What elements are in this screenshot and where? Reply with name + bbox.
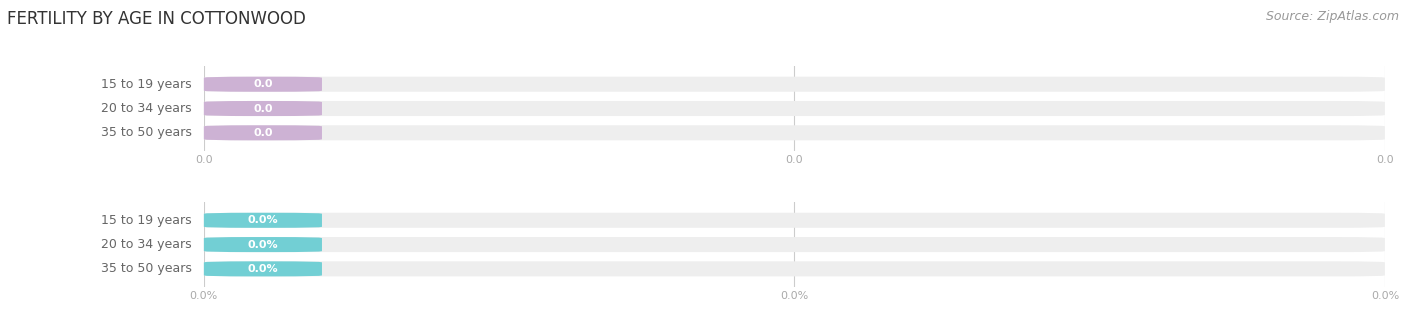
- Text: 35 to 50 years: 35 to 50 years: [101, 262, 193, 275]
- FancyBboxPatch shape: [204, 237, 322, 252]
- Text: 20 to 34 years: 20 to 34 years: [101, 238, 193, 251]
- Text: Source: ZipAtlas.com: Source: ZipAtlas.com: [1265, 10, 1399, 23]
- FancyBboxPatch shape: [204, 261, 1385, 277]
- FancyBboxPatch shape: [204, 125, 322, 140]
- Text: FERTILITY BY AGE IN COTTONWOOD: FERTILITY BY AGE IN COTTONWOOD: [7, 10, 307, 28]
- Text: 0.0%: 0.0%: [247, 215, 278, 225]
- Text: 15 to 19 years: 15 to 19 years: [101, 214, 193, 227]
- Text: 0.0%: 0.0%: [247, 264, 278, 274]
- Text: 0.0: 0.0: [253, 79, 273, 89]
- FancyBboxPatch shape: [204, 213, 1385, 228]
- Text: 35 to 50 years: 35 to 50 years: [101, 126, 193, 139]
- FancyBboxPatch shape: [204, 77, 322, 92]
- FancyBboxPatch shape: [204, 77, 1385, 92]
- Text: 0.0: 0.0: [253, 104, 273, 114]
- FancyBboxPatch shape: [204, 261, 322, 277]
- FancyBboxPatch shape: [204, 125, 1385, 140]
- FancyBboxPatch shape: [204, 237, 1385, 252]
- FancyBboxPatch shape: [204, 101, 1385, 116]
- Text: 0.0: 0.0: [253, 128, 273, 138]
- Text: 0.0%: 0.0%: [247, 240, 278, 249]
- Text: 15 to 19 years: 15 to 19 years: [101, 78, 193, 91]
- FancyBboxPatch shape: [204, 213, 322, 228]
- FancyBboxPatch shape: [204, 101, 322, 116]
- Text: 20 to 34 years: 20 to 34 years: [101, 102, 193, 115]
